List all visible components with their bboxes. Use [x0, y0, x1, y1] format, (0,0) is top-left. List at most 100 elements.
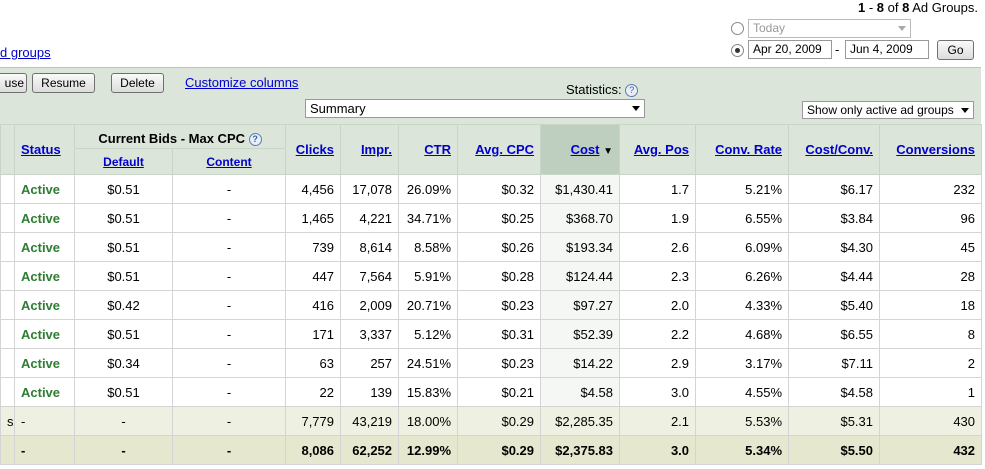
row-name-cell[interactable]: [0, 377, 15, 407]
date-from-input[interactable]: Apr 20, 2009: [748, 40, 832, 59]
impr-header[interactable]: Impr.: [340, 124, 400, 175]
name-header: [0, 124, 15, 175]
current-bids-header: Current Bids - Max CPC ?: [73, 124, 287, 149]
cost-conv-cell: $5.40: [788, 290, 881, 320]
ctr-cell: 26.09%: [398, 174, 459, 204]
custom-date-radio[interactable]: [731, 44, 744, 57]
row-name-cell[interactable]: [0, 319, 15, 349]
help-icon[interactable]: ?: [248, 133, 262, 146]
ad-groups-link[interactable]: d groups: [0, 45, 51, 60]
ctr-sort-link[interactable]: CTR: [424, 142, 452, 157]
table-row[interactable]: Active $0.51-22 139 15.83% $0.21 $4.58 3.0 4.55…: [0, 377, 983, 407]
go-button[interactable]: Go: [937, 40, 974, 60]
table-row[interactable]: Active $0.51-171 3,337 5.12% $0.31 $52.39 2.2 4…: [0, 319, 983, 349]
content-bid-header[interactable]: Content: [171, 148, 287, 175]
avg-cpc-cell: $0.23: [457, 290, 542, 320]
default-sort-link[interactable]: Default: [103, 154, 144, 169]
row-name-cell[interactable]: [0, 232, 15, 262]
impr-cell: 257: [340, 348, 400, 378]
default-cell[interactable]: $0.51: [74, 174, 173, 204]
conversions-header[interactable]: Conversions: [879, 124, 983, 175]
table-row[interactable]: Active $0.51-1,465 4,221 34.71% $0.25 $368.70…: [0, 203, 983, 233]
row-name-cell[interactable]: [0, 261, 15, 291]
clicks-cell: 1,465: [285, 203, 342, 233]
clicks-cell: 8,086: [285, 435, 342, 465]
customize-columns-link[interactable]: Customize columns: [185, 75, 299, 90]
row-name-cell: s: [0, 406, 15, 436]
conv-rate-cell: 6.09%: [695, 232, 790, 262]
row-name-cell[interactable]: [0, 348, 15, 378]
impr-cell: 7,564: [340, 261, 400, 291]
cost-cell: $14.22: [540, 348, 621, 378]
content-cell: -: [171, 174, 287, 204]
statistics-select-value: Summary: [310, 101, 366, 116]
conv-rate-cell: 5.21%: [695, 174, 790, 204]
avg-cpc-cell: $0.31: [457, 319, 542, 349]
cost-conv-cell: $6.55: [788, 319, 881, 349]
ad-group-filter-select[interactable]: Show only active ad groups: [802, 101, 974, 119]
conv-rate-sort-link[interactable]: Conv. Rate: [715, 142, 783, 157]
default-cell[interactable]: $0.42: [74, 290, 173, 320]
date-preset-select[interactable]: Today: [748, 19, 911, 38]
row-name-cell[interactable]: [0, 174, 15, 204]
cost-header[interactable]: Cost ▼: [540, 124, 621, 175]
date-to-input[interactable]: Jun 4, 2009: [845, 40, 929, 59]
avg-cpc-sort-link[interactable]: Avg. CPC: [475, 142, 535, 157]
conversions-cell: 1: [879, 377, 983, 407]
ctr-header[interactable]: CTR: [398, 124, 459, 175]
default-cell[interactable]: $0.34: [74, 348, 173, 378]
table-row[interactable]: Active $0.51-4,456 17,078 26.09% $0.32 $1,430…: [0, 174, 983, 204]
avg-pos-header[interactable]: Avg. Pos: [619, 124, 697, 175]
avg-pos-cell: 1.9: [619, 203, 697, 233]
avg-pos-cell: 3.0: [619, 435, 697, 465]
cost-conv-sort-link[interactable]: Cost/Conv.: [805, 142, 874, 157]
preset-date-radio[interactable]: [731, 22, 744, 35]
avg-pos-sort-link[interactable]: Avg. Pos: [633, 142, 690, 157]
default-cell[interactable]: $0.51: [74, 261, 173, 291]
conv-rate-cell: 4.55%: [695, 377, 790, 407]
statistics-select[interactable]: Summary: [305, 99, 645, 118]
conversions-cell: 18: [879, 290, 983, 320]
clicks-sort-link[interactable]: Clicks: [295, 142, 335, 157]
table-row[interactable]: Active $0.51-447 7,564 5.91% $0.28 $124.44 2.3…: [0, 261, 983, 291]
statistics-label: Statistics: ?: [566, 82, 639, 98]
date-preset-value: Today: [753, 21, 786, 35]
status-cell: Active: [14, 174, 75, 204]
impr-cell: 43,219: [340, 406, 400, 436]
help-icon[interactable]: ?: [625, 84, 639, 98]
avg-pos-cell: 2.6: [619, 232, 697, 262]
conv-rate-header[interactable]: Conv. Rate: [695, 124, 790, 175]
default-cell[interactable]: $0.51: [74, 232, 173, 262]
delete-button[interactable]: Delete: [111, 73, 164, 93]
range-total: 8: [902, 0, 910, 15]
cost-conv-header[interactable]: Cost/Conv.: [788, 124, 881, 175]
resume-button[interactable]: Resume: [32, 73, 95, 93]
cost-cell: $124.44: [540, 261, 621, 291]
table-row[interactable]: Active $0.34-63 257 24.51% $0.23 $14.22 2.9 3.1…: [0, 348, 983, 378]
conversions-sort-link[interactable]: Conversions: [896, 142, 976, 157]
default-cell: -: [74, 435, 173, 465]
table-row[interactable]: Active $0.51-739 8,614 8.58% $0.26 $193.34 2.6…: [0, 232, 983, 262]
clicks-header[interactable]: Clicks: [285, 124, 342, 175]
status-header[interactable]: Status: [14, 124, 75, 175]
pause-button[interactable]: use: [0, 73, 27, 93]
ctr-cell: 24.51%: [398, 348, 459, 378]
impr-sort-link[interactable]: Impr.: [360, 142, 393, 157]
totals-row: s - - -7,779 43,219 18.00% $0.29 $2,285.35 2.1 5.…: [0, 406, 983, 436]
avg-pos-cell: 2.2: [619, 319, 697, 349]
default-cell[interactable]: $0.51: [74, 203, 173, 233]
cost-sort-link[interactable]: Cost: [570, 142, 600, 157]
default-bid-header[interactable]: Default: [74, 148, 173, 175]
avg-cpc-header[interactable]: Avg. CPC: [457, 124, 542, 175]
row-name-cell[interactable]: [0, 203, 15, 233]
ctr-cell: 20.71%: [398, 290, 459, 320]
status-cell: Active: [14, 290, 75, 320]
table-row[interactable]: Active $0.42-416 2,009 20.71% $0.23 $97.27 2.0…: [0, 290, 983, 320]
default-cell[interactable]: $0.51: [74, 319, 173, 349]
content-sort-link[interactable]: Content: [206, 154, 252, 169]
row-name-cell[interactable]: [0, 290, 15, 320]
status-sort-link[interactable]: Status: [21, 142, 61, 157]
content-cell: -: [171, 406, 287, 436]
clicks-cell: 447: [285, 261, 342, 291]
default-cell[interactable]: $0.51: [74, 377, 173, 407]
